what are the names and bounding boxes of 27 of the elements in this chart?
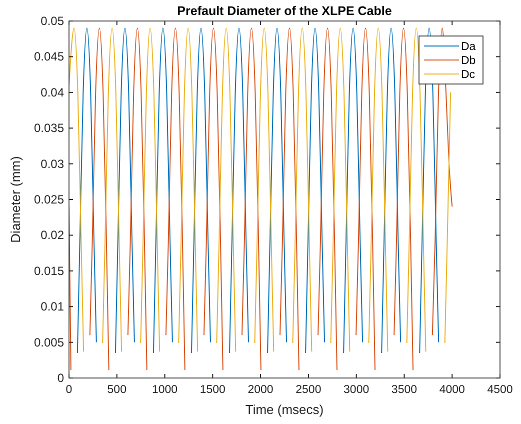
y-tick-label: 0.045 [34,50,64,64]
x-axis-title: Time (msecs) [245,402,324,417]
x-tick-label: 1500 [200,384,226,396]
x-tick-label: 4000 [439,384,465,396]
y-tick-label: 0.02 [40,228,64,242]
y-tick-label: 0.005 [34,335,64,350]
y-tick-label: 0.03 [40,156,64,171]
x-tick-label: 4500 [487,384,513,396]
x-tick-label: 2000 [248,384,274,396]
x-tick-label: 500 [107,384,126,396]
y-tick-label: 0 [57,371,64,385]
y-tick-label: 0.025 [34,192,64,206]
x-tick-label: 1000 [152,384,178,396]
x-tick-label: 0 [66,384,72,396]
legend-label: Dc [461,69,476,81]
y-axis-title: Diameter (mm) [8,156,23,243]
y-tick-label: 0.05 [40,14,64,28]
y-tick-label: 0.04 [40,85,64,100]
x-tick-label: 2500 [296,384,322,396]
y-tick-label: 0.01 [40,300,64,314]
y-tick-label: 0.015 [34,264,64,278]
legend-label: Db [461,55,476,67]
x-tick-label: 3500 [391,384,418,396]
x-tick-label: 3000 [344,384,370,396]
chart-title: Prefault Diameter of the XLPE Cable [177,4,392,18]
legend-label: Da [461,41,476,53]
y-tick-label: 0.035 [34,121,64,136]
